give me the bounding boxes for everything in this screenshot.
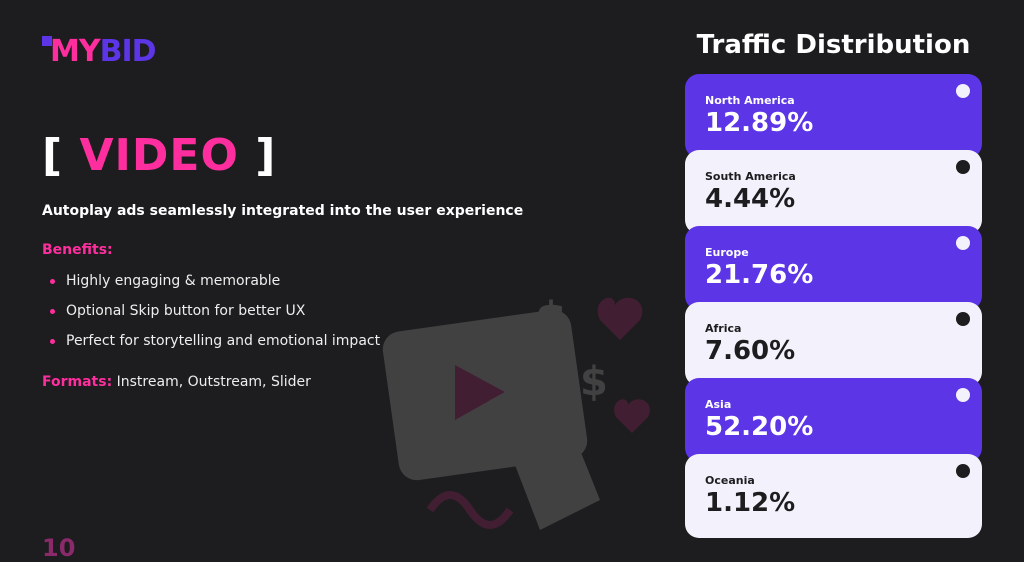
list-item: Optional Skip button for better UX xyxy=(50,303,380,319)
region-value: 1.12% xyxy=(705,488,796,518)
list-item: Perfect for storytelling and emotional i… xyxy=(50,333,380,349)
region-card: Asia 52.20% xyxy=(685,378,982,462)
dot-icon xyxy=(956,236,970,250)
region-card: Africa 7.60% xyxy=(685,302,982,386)
region-name: South America xyxy=(705,170,796,183)
dot-icon xyxy=(956,388,970,402)
dot-icon xyxy=(956,160,970,174)
mybid-logo: MY BID xyxy=(42,34,157,69)
benefits-list: Highly engaging & memorable Optional Ski… xyxy=(50,273,380,363)
region-card: Oceania 1.12% xyxy=(685,454,982,538)
region-value: 7.60% xyxy=(705,336,796,366)
region-name: Europe xyxy=(705,246,749,259)
dot-icon xyxy=(956,464,970,478)
svg-text:$: $ xyxy=(535,292,567,346)
region-value: 21.76% xyxy=(705,260,814,290)
dot-icon xyxy=(956,84,970,98)
slide-subtitle: Autoplay ads seamlessly integrated into … xyxy=(42,203,524,219)
region-card: Europe 21.76% xyxy=(685,226,982,310)
region-name: Africa xyxy=(705,322,742,335)
region-card: North America 12.89% xyxy=(685,74,982,158)
traffic-title: Traffic Distribution xyxy=(696,30,971,60)
slide-title: [ VIDEO ] xyxy=(42,130,277,181)
formats: Formats: Instream, Outstream, Slider xyxy=(42,374,311,390)
region-name: North America xyxy=(705,94,795,107)
region-value: 52.20% xyxy=(705,412,814,442)
region-name: Oceania xyxy=(705,474,755,487)
region-value: 4.44% xyxy=(705,184,796,214)
region-name: Asia xyxy=(705,398,732,411)
region-value: 12.89% xyxy=(705,108,814,138)
page-number: 10 xyxy=(42,534,76,562)
dot-icon xyxy=(956,312,970,326)
video-ad-illustration: $ $ xyxy=(382,292,650,530)
benefits-label: Benefits: xyxy=(42,242,113,258)
list-item: Highly engaging & memorable xyxy=(50,273,380,289)
region-card: South America 4.44% xyxy=(685,150,982,234)
svg-text:$: $ xyxy=(580,359,608,405)
